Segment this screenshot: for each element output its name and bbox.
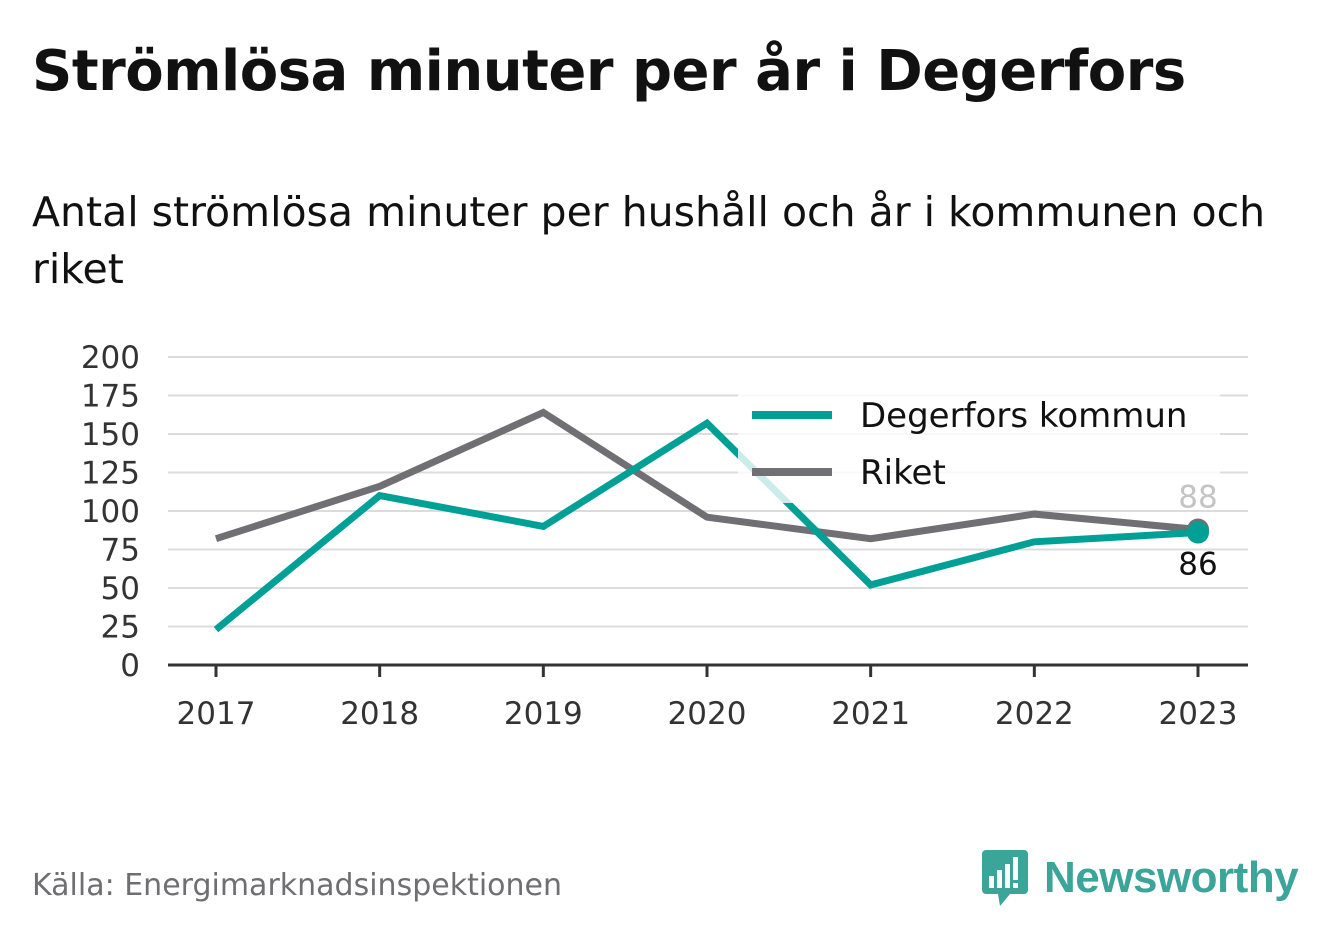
x-tick-label: 2019 xyxy=(504,696,583,732)
x-tick-label: 2020 xyxy=(668,696,747,732)
y-tick-label: 25 xyxy=(101,610,140,646)
y-tick-label: 75 xyxy=(101,533,140,569)
y-tick-label: 125 xyxy=(81,456,140,492)
end-label-degerfors: 86 xyxy=(1178,547,1217,583)
x-tick-label: 2018 xyxy=(340,696,419,732)
series-line-riket xyxy=(214,408,1199,543)
x-tick-label: 2021 xyxy=(831,696,910,732)
legend-background xyxy=(738,385,1220,503)
x-tick-label: 2022 xyxy=(995,696,1074,732)
y-tick-label: 175 xyxy=(81,379,140,415)
source-note: Källa: Energimarknadsinspektionen xyxy=(32,868,563,903)
chart-title: Strömlösa minuter per år i Degerfors xyxy=(32,39,1186,104)
series-lines xyxy=(213,408,1199,633)
brand-logo: Newsworthy xyxy=(980,848,1299,908)
newsworthy-logo-icon xyxy=(982,850,1028,906)
y-tick-label: 50 xyxy=(101,571,140,607)
end-marker-degerfors xyxy=(1187,521,1209,544)
legend: Degerfors kommun Riket xyxy=(738,385,1220,503)
series-line-degerfors xyxy=(213,418,1199,633)
y-tick-label: 0 xyxy=(120,648,140,684)
legend-label: Riket xyxy=(860,453,946,493)
x-tick-label: 2023 xyxy=(1159,696,1238,732)
end-label-riket: 88 xyxy=(1178,479,1217,515)
y-tick-label: 100 xyxy=(81,494,140,530)
end-labels: 88 86 xyxy=(1178,479,1217,582)
legend-label: Degerfors kommun xyxy=(860,396,1187,436)
y-tick-label: 200 xyxy=(81,340,140,376)
x-tick-label: 2017 xyxy=(177,696,256,732)
x-axis: 2017 2018 2019 2020 2021 2022 2023 xyxy=(168,663,1248,732)
chart-subtitle: Antal strömlösa minuter per hushåll och … xyxy=(32,188,1266,294)
brand-name: Newsworthy xyxy=(1044,853,1299,902)
y-tick-label: 150 xyxy=(81,417,140,453)
